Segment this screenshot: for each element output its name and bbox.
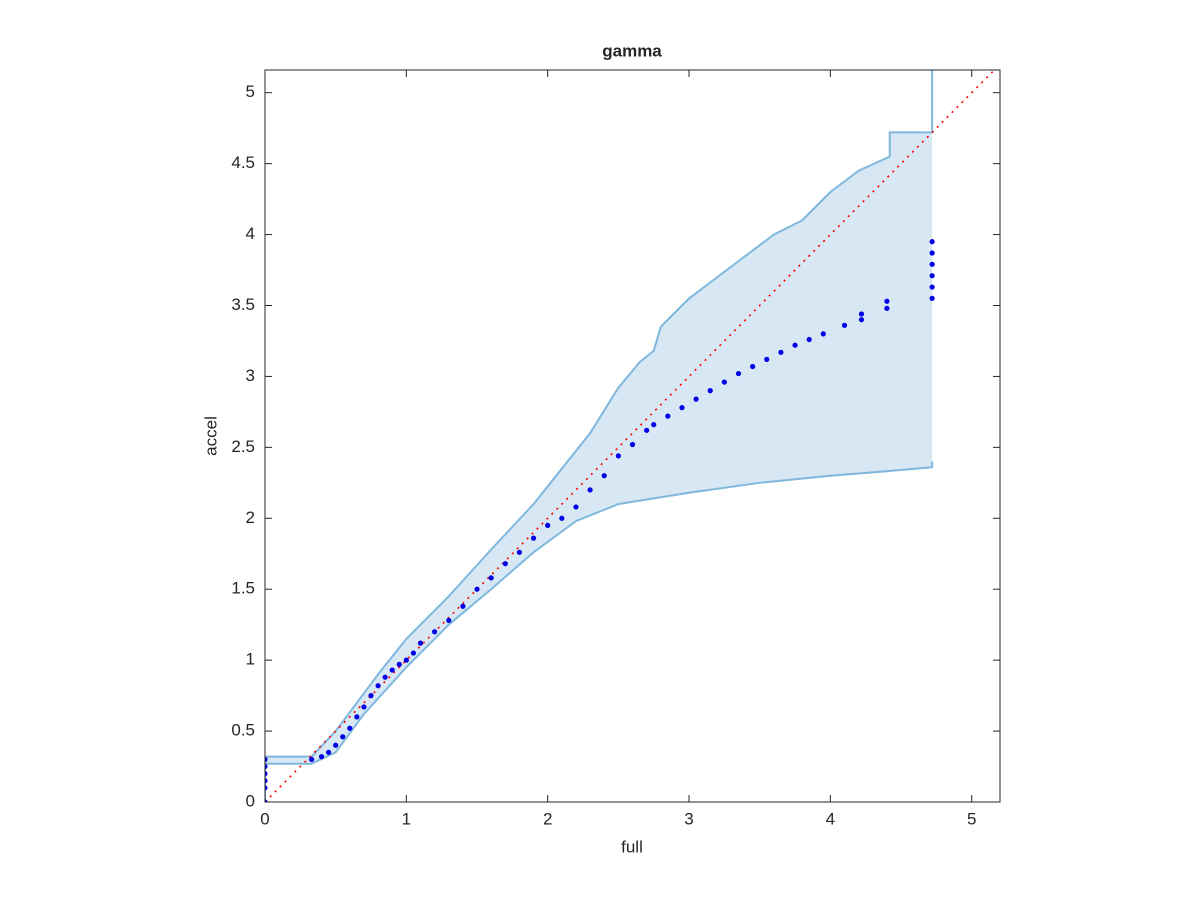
point xyxy=(340,734,346,740)
point xyxy=(559,515,565,521)
point xyxy=(573,504,579,510)
x-axis-label: full xyxy=(621,837,643,856)
point xyxy=(629,441,636,448)
point xyxy=(326,749,332,755)
plot-area xyxy=(265,70,996,802)
point xyxy=(403,657,409,663)
x-tick-label: 1 xyxy=(402,809,411,828)
point xyxy=(396,661,402,667)
y-tick-label: 3.5 xyxy=(231,295,255,314)
point xyxy=(318,754,325,760)
point xyxy=(858,311,865,317)
point xyxy=(347,725,353,731)
point xyxy=(778,349,784,355)
point xyxy=(679,405,685,411)
point xyxy=(333,742,339,748)
point xyxy=(446,617,452,624)
point xyxy=(693,396,699,402)
point xyxy=(382,674,388,680)
point xyxy=(265,799,268,802)
y-tick-label: 1 xyxy=(246,650,255,669)
point xyxy=(265,778,268,784)
point xyxy=(929,239,935,245)
point xyxy=(530,535,537,541)
y-tick-label: 2.5 xyxy=(231,437,255,456)
point xyxy=(764,356,770,362)
point xyxy=(587,487,593,493)
point xyxy=(820,331,826,337)
point xyxy=(545,522,551,528)
y-axis-label: accel xyxy=(201,416,220,456)
point xyxy=(474,586,480,592)
point xyxy=(884,305,890,311)
point xyxy=(884,298,890,304)
point xyxy=(460,603,466,609)
point xyxy=(929,284,935,290)
point xyxy=(361,704,367,710)
band-lower-line xyxy=(265,461,934,765)
y-tick-label: 0 xyxy=(246,791,255,810)
point xyxy=(735,370,742,377)
point xyxy=(644,427,650,433)
point xyxy=(265,756,268,763)
point xyxy=(265,763,268,770)
point xyxy=(750,363,756,370)
point xyxy=(432,629,438,635)
y-tick-label: 1.5 xyxy=(231,579,255,598)
point xyxy=(841,322,848,328)
y-tick-label: 5 xyxy=(246,82,255,101)
axes-box xyxy=(264,69,1001,803)
point xyxy=(488,575,494,581)
point xyxy=(615,453,621,459)
y-tick-label: 0.5 xyxy=(231,721,255,740)
point xyxy=(721,379,727,385)
x-tick-label: 2 xyxy=(543,809,552,828)
point xyxy=(929,250,935,256)
point xyxy=(792,342,798,348)
point xyxy=(651,422,657,428)
point xyxy=(265,785,268,791)
x-tick-label: 5 xyxy=(967,809,976,828)
point xyxy=(375,683,381,689)
point xyxy=(665,413,671,419)
x-tick-label: 0 xyxy=(260,809,269,828)
y-tick-label: 4.5 xyxy=(231,153,255,172)
point xyxy=(368,693,374,699)
point xyxy=(707,388,713,394)
point xyxy=(806,336,812,343)
chart-title: gamma xyxy=(602,41,662,60)
y-tick-label: 2 xyxy=(246,508,255,527)
confidence-band xyxy=(265,70,933,802)
point xyxy=(502,561,508,567)
point xyxy=(858,317,865,323)
point xyxy=(410,650,417,656)
x-tick-label: 4 xyxy=(826,809,835,828)
y-tick-label: 3 xyxy=(246,366,255,385)
y-tick-label: 4 xyxy=(246,224,255,243)
point xyxy=(309,756,315,763)
point xyxy=(417,640,424,646)
band-upper-line xyxy=(265,70,934,802)
point xyxy=(516,549,523,555)
point xyxy=(929,295,935,301)
x-tick-label: 3 xyxy=(684,809,693,828)
point xyxy=(265,771,268,777)
point xyxy=(354,714,360,720)
point xyxy=(601,473,607,479)
point xyxy=(929,261,935,267)
point xyxy=(929,273,935,279)
point xyxy=(389,667,395,673)
